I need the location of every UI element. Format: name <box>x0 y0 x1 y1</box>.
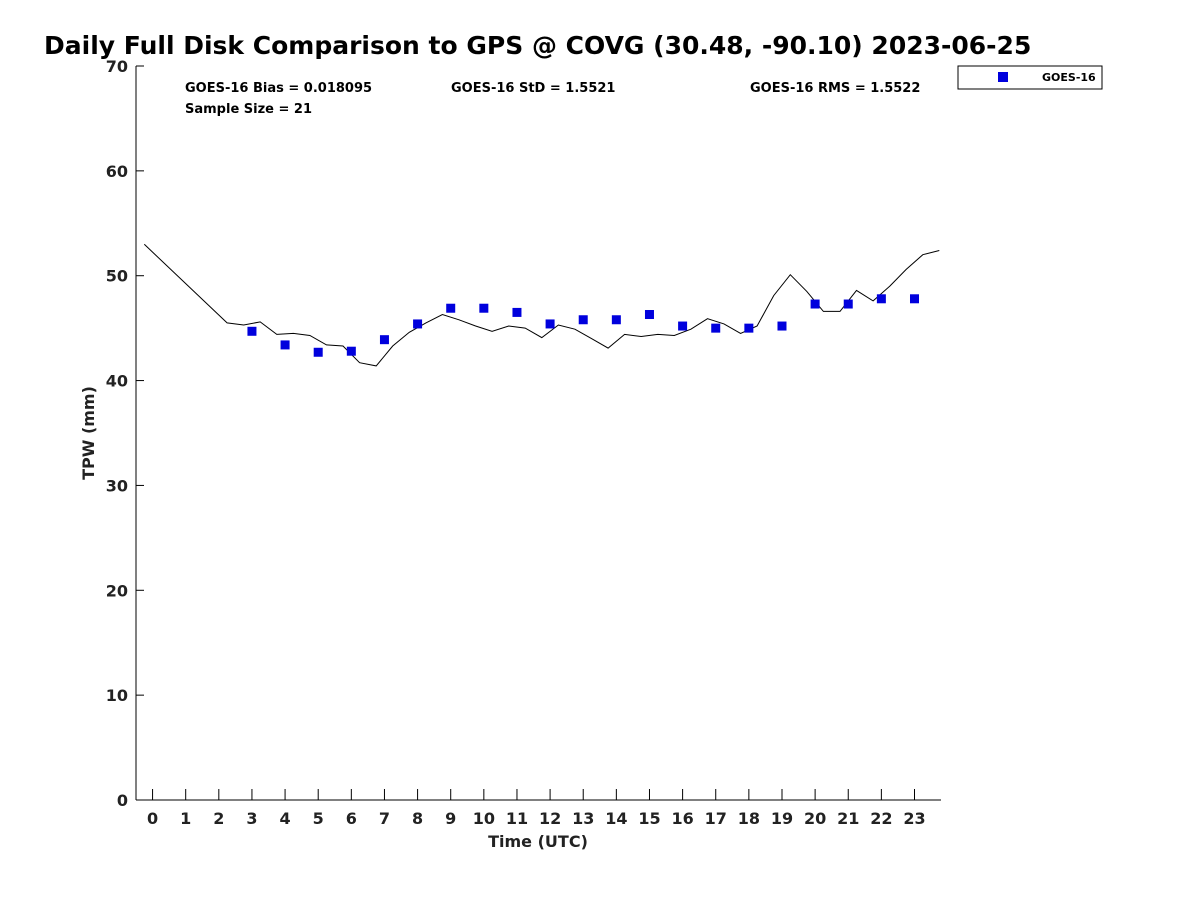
x-tick-label: 4 <box>280 809 291 828</box>
x-tick-label: 19 <box>771 809 793 828</box>
x-tick-label: 9 <box>445 809 456 828</box>
x-tick-label: 17 <box>705 809 727 828</box>
sample-size-stat: Sample Size = 21 <box>185 102 312 117</box>
x-axis-label: Time (UTC) <box>488 832 588 851</box>
x-tick-label: 16 <box>671 809 693 828</box>
goes16-point <box>512 307 522 317</box>
x-tick-label: 22 <box>870 809 892 828</box>
x-tick-label: 11 <box>506 809 528 828</box>
x-tick-label: 14 <box>605 809 627 828</box>
goes16-point <box>644 310 654 320</box>
y-tick-label: 20 <box>106 581 128 600</box>
bias-stat: GOES-16 Bias = 0.018095 <box>185 81 372 96</box>
legend: GOES-16 <box>957 65 1103 90</box>
std-stat: GOES-16 StD = 1.5521 <box>451 81 615 96</box>
legend-marker-goes16 <box>998 72 1008 82</box>
y-tick-label: 10 <box>106 686 128 705</box>
goes16-point <box>578 315 588 325</box>
legend-box <box>957 65 1103 90</box>
y-axis-label: TPW (mm) <box>79 386 98 480</box>
x-tick-label: 6 <box>346 809 357 828</box>
goes16-point <box>777 321 787 331</box>
y-tick-label: 70 <box>106 57 128 76</box>
x-tick-label: 8 <box>412 809 423 828</box>
goes16-point <box>909 294 919 304</box>
goes16-point <box>379 335 389 345</box>
x-tick-label: 15 <box>638 809 660 828</box>
plot-area <box>143 243 940 367</box>
x-tick-label: 23 <box>903 809 925 828</box>
x-tick-label: 2 <box>213 809 224 828</box>
gps-line-series <box>143 243 940 367</box>
x-tick-label: 20 <box>804 809 826 828</box>
legend-label-goes16: GOES-16 <box>1042 71 1096 84</box>
goes16-point <box>346 346 356 356</box>
y-tick-label: 0 <box>117 791 128 810</box>
chart-title: Daily Full Disk Comparison to GPS @ COVG… <box>44 31 1031 60</box>
goes16-point <box>744 323 754 333</box>
goes16-point <box>446 303 456 313</box>
y-tick-label: 40 <box>106 372 128 391</box>
rms-stat: GOES-16 RMS = 1.5522 <box>750 81 920 96</box>
x-tick-label: 1 <box>180 809 191 828</box>
goes16-point <box>810 299 820 309</box>
goes16-point <box>611 315 621 325</box>
goes16-point <box>313 347 323 357</box>
goes16-point <box>678 321 688 331</box>
goes16-point <box>280 340 290 350</box>
goes16-point <box>479 303 489 313</box>
x-tick-label: 10 <box>473 809 495 828</box>
x-tick-label: 5 <box>313 809 324 828</box>
goes16-point <box>247 326 257 336</box>
goes16-point <box>545 319 555 329</box>
goes16-point <box>413 319 423 329</box>
x-tick-label: 13 <box>572 809 594 828</box>
x-tick-label: 7 <box>379 809 390 828</box>
stats-annotations: GOES-16 Bias = 0.018095 GOES-16 StD = 1.… <box>185 81 920 117</box>
x-tick-label: 0 <box>147 809 158 828</box>
y-tick-label: 60 <box>106 162 128 181</box>
x-tick-label: 3 <box>246 809 257 828</box>
goes16-point <box>876 294 886 304</box>
y-tick-label: 50 <box>106 267 128 286</box>
x-tick-label: 18 <box>738 809 760 828</box>
x-tick-label: 21 <box>837 809 859 828</box>
goes16-point <box>843 299 853 309</box>
x-tick-label: 12 <box>539 809 561 828</box>
goes16-point <box>711 323 721 333</box>
y-tick-label: 30 <box>106 476 128 495</box>
